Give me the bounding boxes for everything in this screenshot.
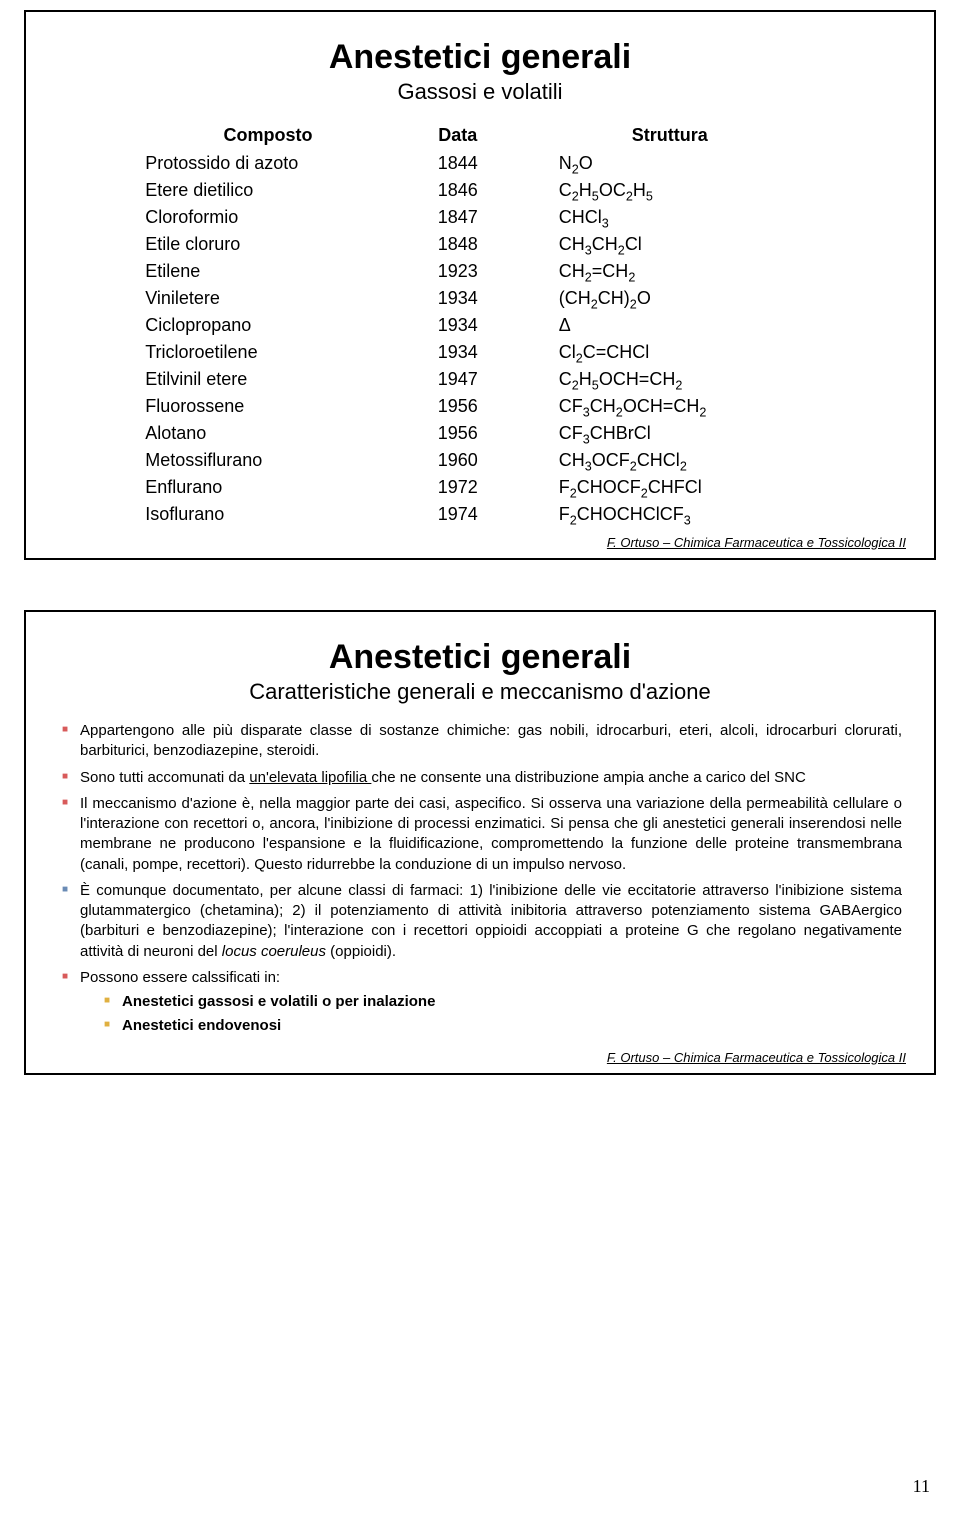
cell-formula: F2CHOCF2CHFCl xyxy=(519,474,821,501)
table-row: Cloroformio1847CHCl3 xyxy=(139,204,821,231)
cell-name: Etere dietilico xyxy=(139,177,397,204)
cell-formula: (CH2CH)2O xyxy=(519,285,821,312)
cell-formula: CF3CH2OCH=CH2 xyxy=(519,393,821,420)
table-row: Etile cloruro1848CH3CH2Cl xyxy=(139,231,821,258)
slide1-subtitle: Gassosi e volatili xyxy=(54,79,906,105)
cell-formula: CH3CH2Cl xyxy=(519,231,821,258)
cell-year: 1947 xyxy=(397,366,519,393)
cell-year: 1934 xyxy=(397,312,519,339)
bullet-item: Il meccanismo d'azione è, nella maggior … xyxy=(58,794,902,875)
table-row: Metossiflurano1960CH3OCF2CHCl2 xyxy=(139,447,821,474)
slide2-subtitle: Caratteristiche generali e meccanismo d'… xyxy=(54,679,906,705)
cell-formula: CHCl3 xyxy=(519,204,821,231)
slide1-title: Anestetici generali xyxy=(54,38,906,77)
cell-name: Etile cloruro xyxy=(139,231,397,258)
table-row: Etilene1923CH2=CH2 xyxy=(139,258,821,285)
sub-bullet-item: Anestetici gassosi e volatili o per inal… xyxy=(102,992,902,1012)
cell-year: 1844 xyxy=(397,150,519,177)
bullet-item: Appartengono alle più disparate classe d… xyxy=(58,721,902,762)
cell-name: Metossiflurano xyxy=(139,447,397,474)
cell-name: Protossido di azoto xyxy=(139,150,397,177)
cell-year: 1974 xyxy=(397,501,519,528)
cell-name: Fluorossene xyxy=(139,393,397,420)
cell-name: Etilvinil etere xyxy=(139,366,397,393)
table-row: Fluorossene1956CF3CH2OCH=CH2 xyxy=(139,393,821,420)
cell-formula: C2H5OC2H5 xyxy=(519,177,821,204)
slide2-title: Anestetici generali xyxy=(54,638,906,677)
cell-formula: F2CHOCHClCF3 xyxy=(519,501,821,528)
cell-formula: CH2=CH2 xyxy=(519,258,821,285)
table-header-row: Composto Data Struttura xyxy=(139,121,821,150)
bullet-item: Sono tutti accomunati da un'elevata lipo… xyxy=(58,768,902,788)
table-row: Tricloroetilene1934Cl2C=CHCl xyxy=(139,339,821,366)
cell-year: 1846 xyxy=(397,177,519,204)
cell-year: 1847 xyxy=(397,204,519,231)
cell-year: 1934 xyxy=(397,285,519,312)
table-row: Isoflurano1974F2CHOCHClCF3 xyxy=(139,501,821,528)
cell-year: 1934 xyxy=(397,339,519,366)
cell-name: Enflurano xyxy=(139,474,397,501)
slide1-table-wrap: Composto Data Struttura Protossido di az… xyxy=(139,121,821,528)
page-number: 11 xyxy=(913,1476,930,1497)
table-row: Etere dietilico1846C2H5OC2H5 xyxy=(139,177,821,204)
cell-formula: Cl2C=CHCl xyxy=(519,339,821,366)
bullet-item: È comunque documentato, per alcune class… xyxy=(58,881,902,962)
bullet-item: Possono essere calssificati in:Anestetic… xyxy=(58,968,902,1037)
cell-year: 1848 xyxy=(397,231,519,258)
cell-year: 1960 xyxy=(397,447,519,474)
cell-year: 1956 xyxy=(397,393,519,420)
cell-formula: N2O xyxy=(519,150,821,177)
cell-formula: CH3OCF2CHCl2 xyxy=(519,447,821,474)
bullet-list: Appartengono alle più disparate classe d… xyxy=(58,721,902,1037)
col-composto: Composto xyxy=(139,121,397,150)
cell-name: Viniletere xyxy=(139,285,397,312)
table-row: Protossido di azoto1844N2O xyxy=(139,150,821,177)
footer-credit: F. Ortuso – Chimica Farmaceutica e Tossi… xyxy=(607,1050,906,1065)
table-row: Viniletere1934(CH2CH)2O xyxy=(139,285,821,312)
slide-2: Anestetici generali Caratteristiche gene… xyxy=(24,610,936,1075)
cell-year: 1972 xyxy=(397,474,519,501)
cell-name: Etilene xyxy=(139,258,397,285)
cell-name: Tricloroetilene xyxy=(139,339,397,366)
cell-year: 1956 xyxy=(397,420,519,447)
col-data: Data xyxy=(397,121,519,150)
table-row: Etilvinil etere1947C2H5OCH=CH2 xyxy=(139,366,821,393)
cell-year: 1923 xyxy=(397,258,519,285)
cell-formula: Δ xyxy=(519,312,821,339)
col-struttura: Struttura xyxy=(519,121,821,150)
sub-bullet-list: Anestetici gassosi e volatili o per inal… xyxy=(102,992,902,1037)
cell-name: Cloroformio xyxy=(139,204,397,231)
table-row: Alotano1956CF3CHBrCl xyxy=(139,420,821,447)
cell-name: Alotano xyxy=(139,420,397,447)
cell-name: Isoflurano xyxy=(139,501,397,528)
sub-bullet-item: Anestetici endovenosi xyxy=(102,1016,902,1036)
compounds-table: Composto Data Struttura Protossido di az… xyxy=(139,121,821,528)
table-row: Ciclopropano1934Δ xyxy=(139,312,821,339)
cell-formula: C2H5OCH=CH2 xyxy=(519,366,821,393)
cell-formula: CF3CHBrCl xyxy=(519,420,821,447)
table-row: Enflurano1972F2CHOCF2CHFCl xyxy=(139,474,821,501)
footer-credit: F. Ortuso – Chimica Farmaceutica e Tossi… xyxy=(607,535,906,550)
cell-name: Ciclopropano xyxy=(139,312,397,339)
slide-1: Anestetici generali Gassosi e volatili C… xyxy=(24,10,936,560)
